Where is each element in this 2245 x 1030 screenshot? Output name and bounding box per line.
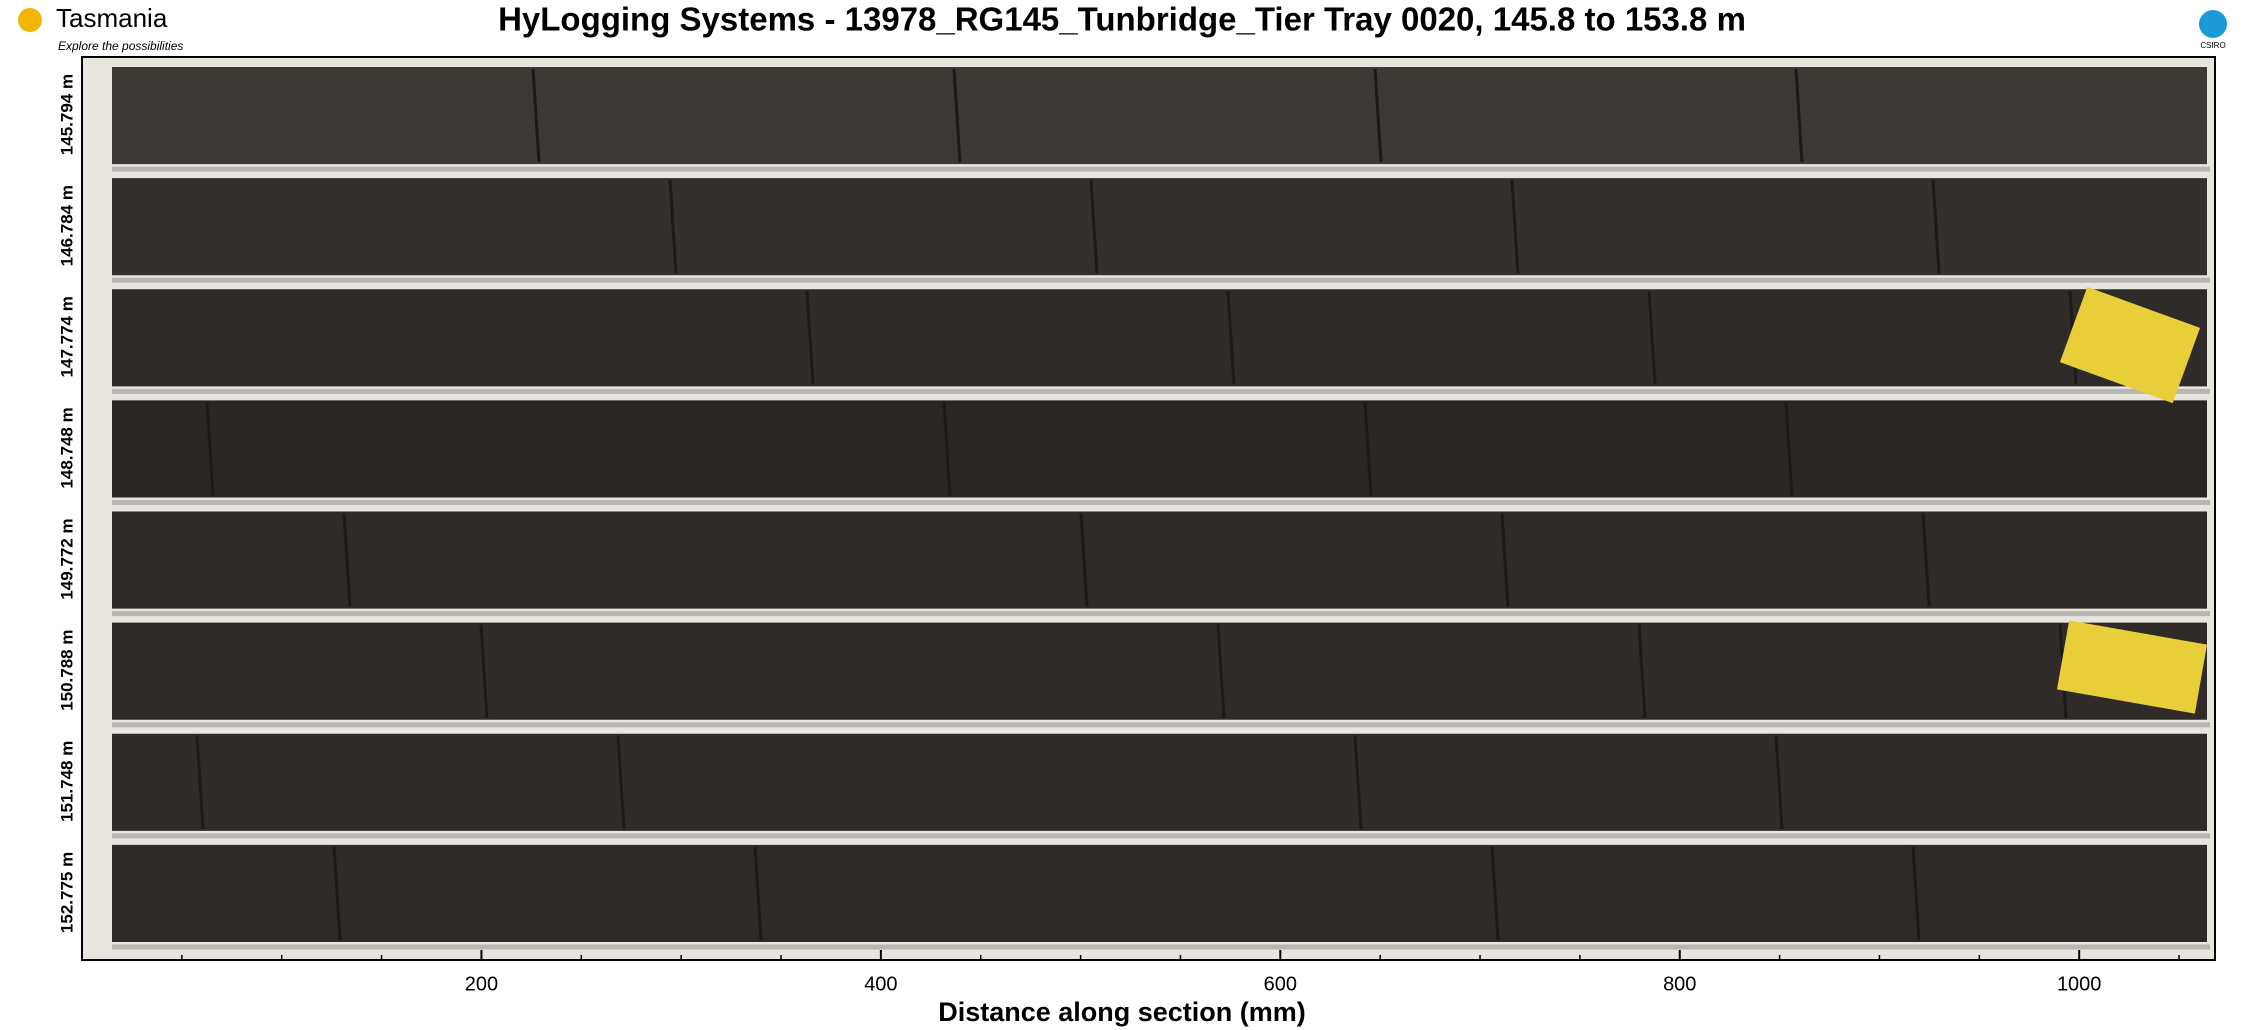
core-break xyxy=(1226,291,1236,385)
core-row xyxy=(112,178,2207,276)
title: HyLogging Systems - 13978_RG145_Tunbridg… xyxy=(498,1,1746,38)
csiro-logo: CSIRO xyxy=(2199,10,2227,50)
core-break xyxy=(616,735,626,829)
logo-mark xyxy=(2199,10,2227,38)
core-break xyxy=(332,846,342,941)
core-row xyxy=(112,67,2207,165)
core-break xyxy=(1647,291,1657,385)
x-tick-label: 1000 xyxy=(2057,973,2102,995)
core-row xyxy=(112,733,2207,831)
depth-tag xyxy=(2059,286,2201,404)
core-break xyxy=(1510,180,1520,274)
core-row xyxy=(112,400,2207,498)
core-break xyxy=(753,846,763,941)
core-break xyxy=(1490,846,1500,941)
logo-tagline: Explore the possibilities xyxy=(58,39,183,53)
row-depth-label: 149.772 m xyxy=(57,518,76,599)
core-row xyxy=(112,511,2207,609)
core-rows xyxy=(112,67,2210,950)
core-break xyxy=(1637,624,1647,718)
core-break xyxy=(1774,735,1784,829)
row-depth-label: 146.784 m xyxy=(57,185,76,266)
core-break xyxy=(342,513,352,607)
core-break xyxy=(1921,513,1931,607)
x-tick-label: 200 xyxy=(465,973,498,995)
core-break xyxy=(952,68,962,163)
core-break xyxy=(668,180,678,274)
core-break xyxy=(195,735,205,829)
core-break xyxy=(1500,513,1510,607)
core-break xyxy=(942,402,952,496)
row-depth-label: 148.748 m xyxy=(57,407,76,488)
core-break xyxy=(1794,68,1804,163)
logo-sun xyxy=(18,8,42,32)
core-break xyxy=(1373,68,1383,163)
core-row xyxy=(112,844,2207,942)
depth-tag xyxy=(2056,620,2208,714)
core-break xyxy=(479,624,489,718)
row-depth-label: 145.794 m xyxy=(57,74,76,155)
core-break xyxy=(1353,735,1363,829)
x-tick-label: 400 xyxy=(864,973,897,995)
core-break xyxy=(1363,402,1373,496)
tasmania-logo: Tasmania Explore the possibilities xyxy=(18,3,183,53)
row-depth-label: 151.748 m xyxy=(57,741,76,822)
core-break xyxy=(1784,402,1794,496)
core-break xyxy=(1216,624,1226,718)
core-break xyxy=(1911,846,1921,941)
row-depth-label: 147.774 m xyxy=(57,296,76,377)
core-break xyxy=(805,291,815,385)
x-axis-label: Distance along section (mm) xyxy=(938,997,1306,1027)
x-tick-label: 800 xyxy=(1663,973,1696,995)
core-break xyxy=(1079,513,1089,607)
row-depth-label: 150.788 m xyxy=(57,630,76,711)
logo-name: CSIRO xyxy=(2200,41,2225,50)
core-break xyxy=(531,68,541,163)
row-depth-label: 152.775 m xyxy=(57,852,76,933)
logo-name: Tasmania xyxy=(56,3,168,33)
core-row xyxy=(112,622,2207,720)
core-break xyxy=(1089,180,1099,274)
core-row xyxy=(112,289,2207,387)
core-break xyxy=(1931,180,1941,274)
core-break xyxy=(205,402,215,496)
x-tick-label: 600 xyxy=(1264,973,1297,995)
